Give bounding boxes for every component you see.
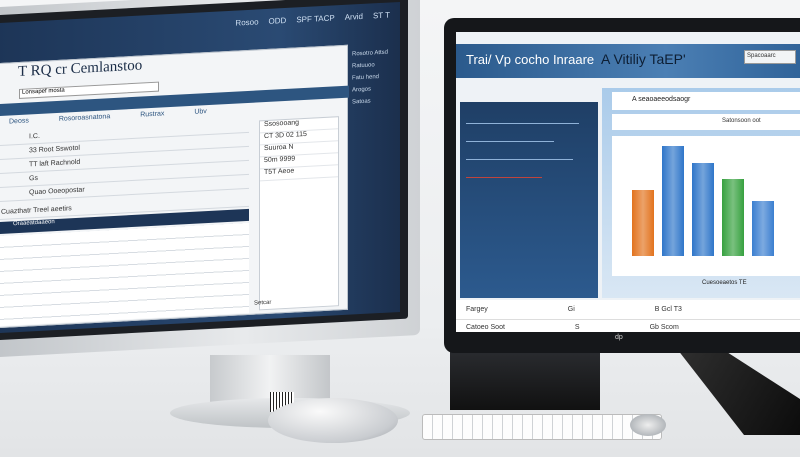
nav-item[interactable]: SPF TACP [296,13,335,25]
left-monitor: Rosoo ODD SPF TACP Arvid ST T Lonsapef m… [0,0,420,358]
chart-bar [722,179,744,256]
chart-bar [752,201,774,256]
panel-item[interactable]: Satoas [352,98,371,106]
column-header[interactable]: Rustrax [140,110,165,119]
column-header[interactable]: Ubv [194,108,207,116]
cell: B Gcl T3 [654,306,682,313]
right-panel: A seaoaeeodsaogr Satonsoon oot Cuesoeaet… [602,88,800,298]
cell: Gi [567,306,575,313]
table-row[interactable]: Catoeo Soot S Gb Scom [456,320,800,332]
footer-label: Setcar [254,299,272,307]
left-monitor-bezel: Rosoo ODD SPF TACP Arvid ST T Lonsapef m… [0,0,408,341]
nav-item[interactable]: Arvid [344,11,363,22]
left-monitor-screen: Rosoo ODD SPF TACP Arvid ST T Lonsapef m… [0,1,400,334]
banner-sub: Satonsoon oot [612,114,800,130]
cell: Fargey [466,306,488,313]
brand-logo: dp [615,334,623,341]
page-subtitle: A Vitiliy TaEP' [601,51,686,67]
search-button[interactable]: Spacoaarc [744,50,796,64]
column-header[interactable]: Deoss [9,117,29,126]
side-list: Ssosooang CT 3D 02 115 Suuroa N 50m 9999… [259,116,339,311]
footer-table: Fargey Gi B Gcl T3 Catoeo Soot S Gb Scom [456,300,800,332]
right-monitor: Trai/ Vp cocho Inraare A Vitiliy TaEP' S… [444,18,800,353]
text-line [466,134,555,142]
text-line [466,170,542,178]
right-monitor-screen: Trai/ Vp cocho Inraare A Vitiliy TaEP' S… [456,32,800,332]
banner: A seaoaeeodsaogr [612,92,800,110]
app-window: Lonsapef mosta Deoss Rosoroasnatona Rust… [0,44,349,329]
cell: Gb Scom [649,324,679,331]
cell: Catoeo Soot [466,324,505,331]
mouse [630,414,666,436]
top-nav: Rosoo ODD SPF TACP Arvid ST T [235,11,390,28]
chart-bar [692,162,714,256]
chart-bar [662,146,684,256]
text-line [466,152,574,160]
mouse [268,398,398,443]
text-line [466,116,580,124]
left-panel [460,102,598,298]
table-row[interactable]: Fargey Gi B Gcl T3 [456,300,800,320]
nav-item[interactable]: ST T [372,10,390,21]
chart-bar [632,190,654,256]
nav-item[interactable]: Rosoo [235,17,259,28]
cell: S [574,324,580,331]
keyboard [422,414,662,440]
column-header[interactable]: Rosoroasnatona [58,113,111,123]
chart-caption: Cuesoeaetos TE [702,280,747,286]
bar-chart [612,136,800,276]
page-title: Trai/ Vp cocho Inraare [466,52,595,67]
header-bar: Trai/ Vp cocho Inraare A Vitiliy TaEP' [456,44,800,78]
desk-lamp-arm [674,345,800,435]
right-panel: Rosotro Attsd Ratuuoo Fatu hend Arogos S… [348,42,400,275]
data-grid [0,222,249,327]
right-monitor-stand [450,350,600,410]
nav-item[interactable]: ODD [268,15,287,26]
